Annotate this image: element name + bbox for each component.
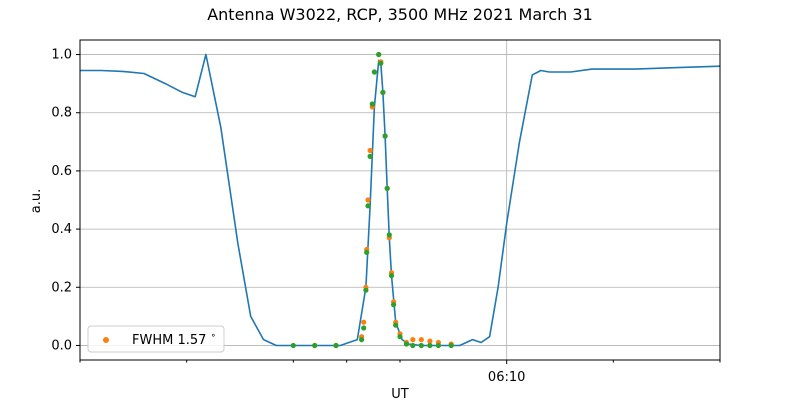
scatter-point — [363, 287, 369, 293]
series-line — [80, 53, 721, 347]
scatter-point — [386, 232, 392, 238]
scatter-point — [448, 342, 454, 349]
scatter-point — [388, 273, 395, 279]
legend: FWHM 1.57 ∘ — [87, 325, 225, 353]
scatter-point — [410, 337, 416, 343]
scatter-point — [403, 341, 409, 347]
scatter-point — [371, 69, 377, 75]
scatter-point — [333, 342, 339, 349]
scatter-point — [397, 334, 403, 340]
scatter-point — [367, 147, 373, 154]
scatter-point — [290, 342, 296, 349]
scatter-point — [365, 197, 371, 203]
scatter-point — [378, 60, 384, 66]
legend-degree: ∘ — [211, 331, 217, 341]
scatter-point — [418, 342, 424, 349]
scatter-point — [410, 342, 416, 349]
axes: 0.0 0.2 0.4 0.6 0.8 1.0 06:10 — [51, 39, 721, 385]
y-axis-label: a.u. — [29, 189, 44, 213]
scatter-point — [427, 338, 433, 344]
legend-marker — [103, 337, 109, 343]
y-tick-label: 1.0 — [51, 48, 72, 63]
scatter-point — [393, 322, 399, 328]
chart-title: Antenna W3022, RCP, 3500 MHz 2021 March … — [207, 5, 593, 24]
y-tick-label: 0.2 — [51, 280, 72, 295]
scatter-point — [359, 337, 365, 343]
scatter-point — [312, 342, 318, 349]
scatter-point — [418, 337, 424, 343]
scatter-point — [382, 133, 388, 139]
scatter-point — [367, 153, 373, 159]
scatter-point — [369, 101, 375, 107]
scatter-point — [376, 51, 382, 58]
scatter-point — [365, 203, 371, 209]
grid — [80, 40, 720, 360]
x-tick-label: 06:10 — [488, 370, 525, 385]
legend-frame — [87, 325, 225, 353]
y-tick-label: 0.6 — [51, 164, 72, 179]
plot-area — [80, 51, 721, 349]
y-tick-label: 0.4 — [51, 222, 72, 237]
x-axis-label: UT — [391, 387, 409, 400]
y-tick-label: 0.0 — [51, 338, 72, 353]
legend-label: FWHM 1.57 — [132, 333, 206, 348]
scatter-point — [361, 319, 367, 325]
scatter-point — [380, 89, 386, 95]
y-tick-label: 0.8 — [51, 106, 72, 121]
scatter-point — [384, 185, 390, 191]
legend-entry: FWHM 1.57 ∘ — [132, 331, 216, 348]
scatter-point — [361, 325, 367, 331]
scatter-point — [391, 302, 397, 308]
scatter-point — [427, 342, 433, 349]
scatter-point — [435, 342, 441, 349]
plot-frame — [79, 39, 721, 361]
scatter-point — [364, 249, 370, 255]
